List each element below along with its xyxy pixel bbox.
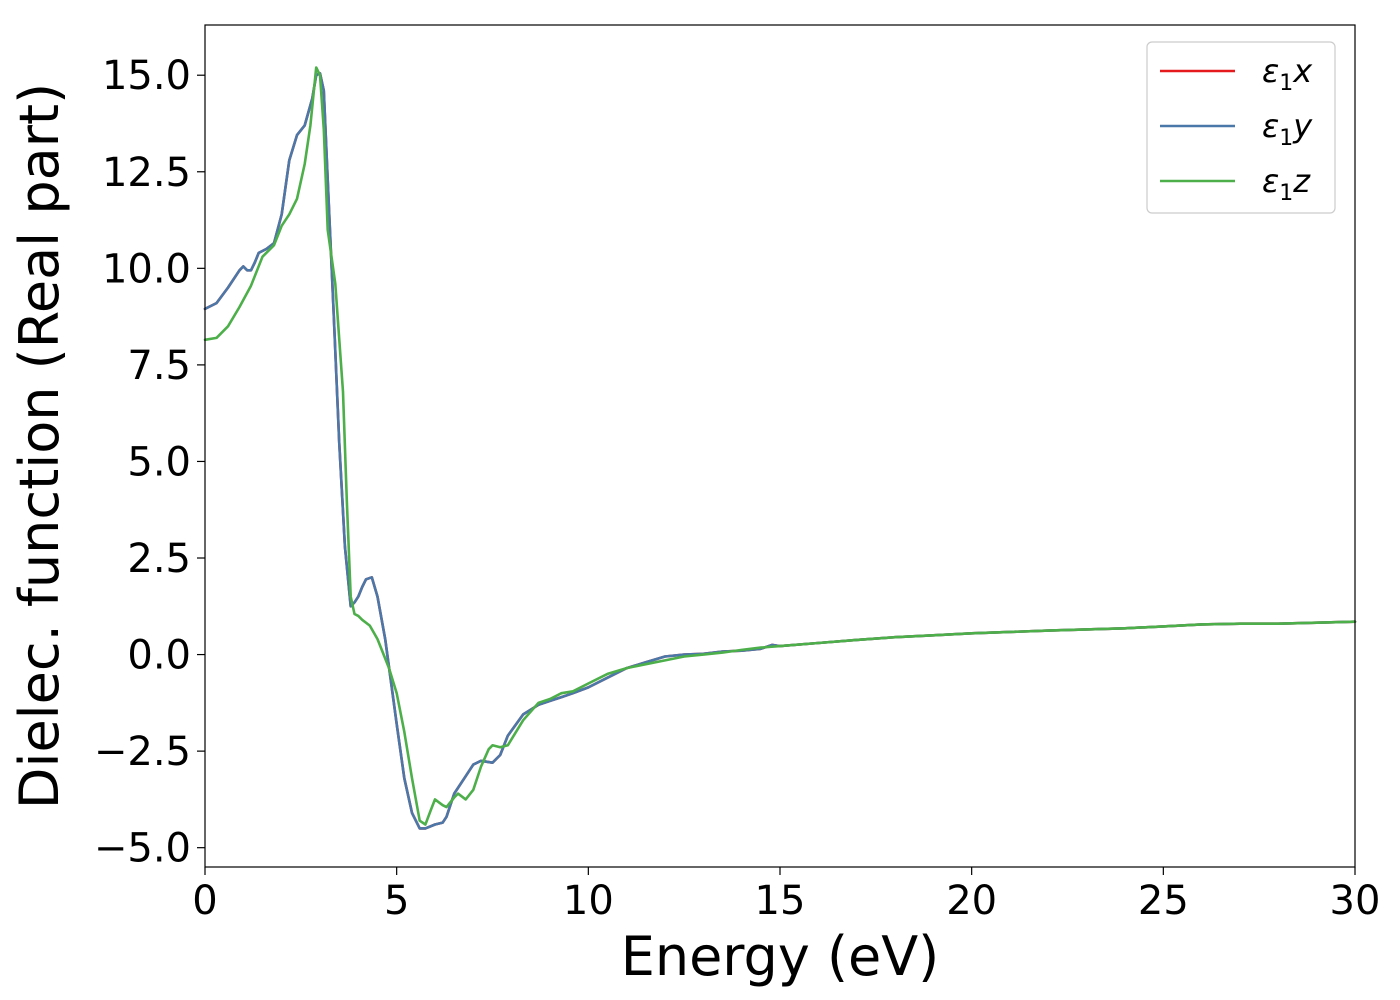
y-tick-label: 0.0 <box>127 633 191 679</box>
y-tick-label: 2.5 <box>127 536 191 582</box>
y-tick-label: −5.0 <box>94 826 191 872</box>
legend-label-x: ε1x <box>1262 52 1313 96</box>
x-tick-label: 15 <box>755 878 806 924</box>
y-tick-label: 15.0 <box>102 53 191 99</box>
x-tick-label: 5 <box>384 878 409 924</box>
series-line-z <box>203 66 1357 826</box>
y-tick-label: −2.5 <box>94 729 191 775</box>
legend-label-y: ε1y <box>1262 107 1313 151</box>
y-axis: −5.0 −2.5 0.0 2.5 5.0 7.5 10.0 12.5 15.0 <box>94 53 205 872</box>
legend-label-z: ε1z <box>1262 162 1311 206</box>
x-axis: 0 5 10 15 20 25 30 <box>192 867 1380 924</box>
x-tick-label: 25 <box>1138 878 1189 924</box>
y-tick-label: 5.0 <box>127 439 191 485</box>
y-tick-label: 7.5 <box>127 343 191 389</box>
legend: ε1x ε1y ε1z <box>1146 41 1336 214</box>
x-tick-label: 30 <box>1330 878 1381 924</box>
y-axis-title: Dielec. function (Real part) <box>8 83 71 809</box>
legend-frame <box>1146 41 1336 214</box>
y-tick-label: 10.0 <box>102 246 191 292</box>
x-axis-title: Energy (eV) <box>621 925 940 988</box>
x-tick-label: 20 <box>946 878 997 924</box>
y-tick-label: 12.5 <box>102 150 191 196</box>
x-tick-label: 0 <box>192 878 217 924</box>
x-tick-label: 10 <box>563 878 614 924</box>
series-layer <box>203 66 1357 830</box>
